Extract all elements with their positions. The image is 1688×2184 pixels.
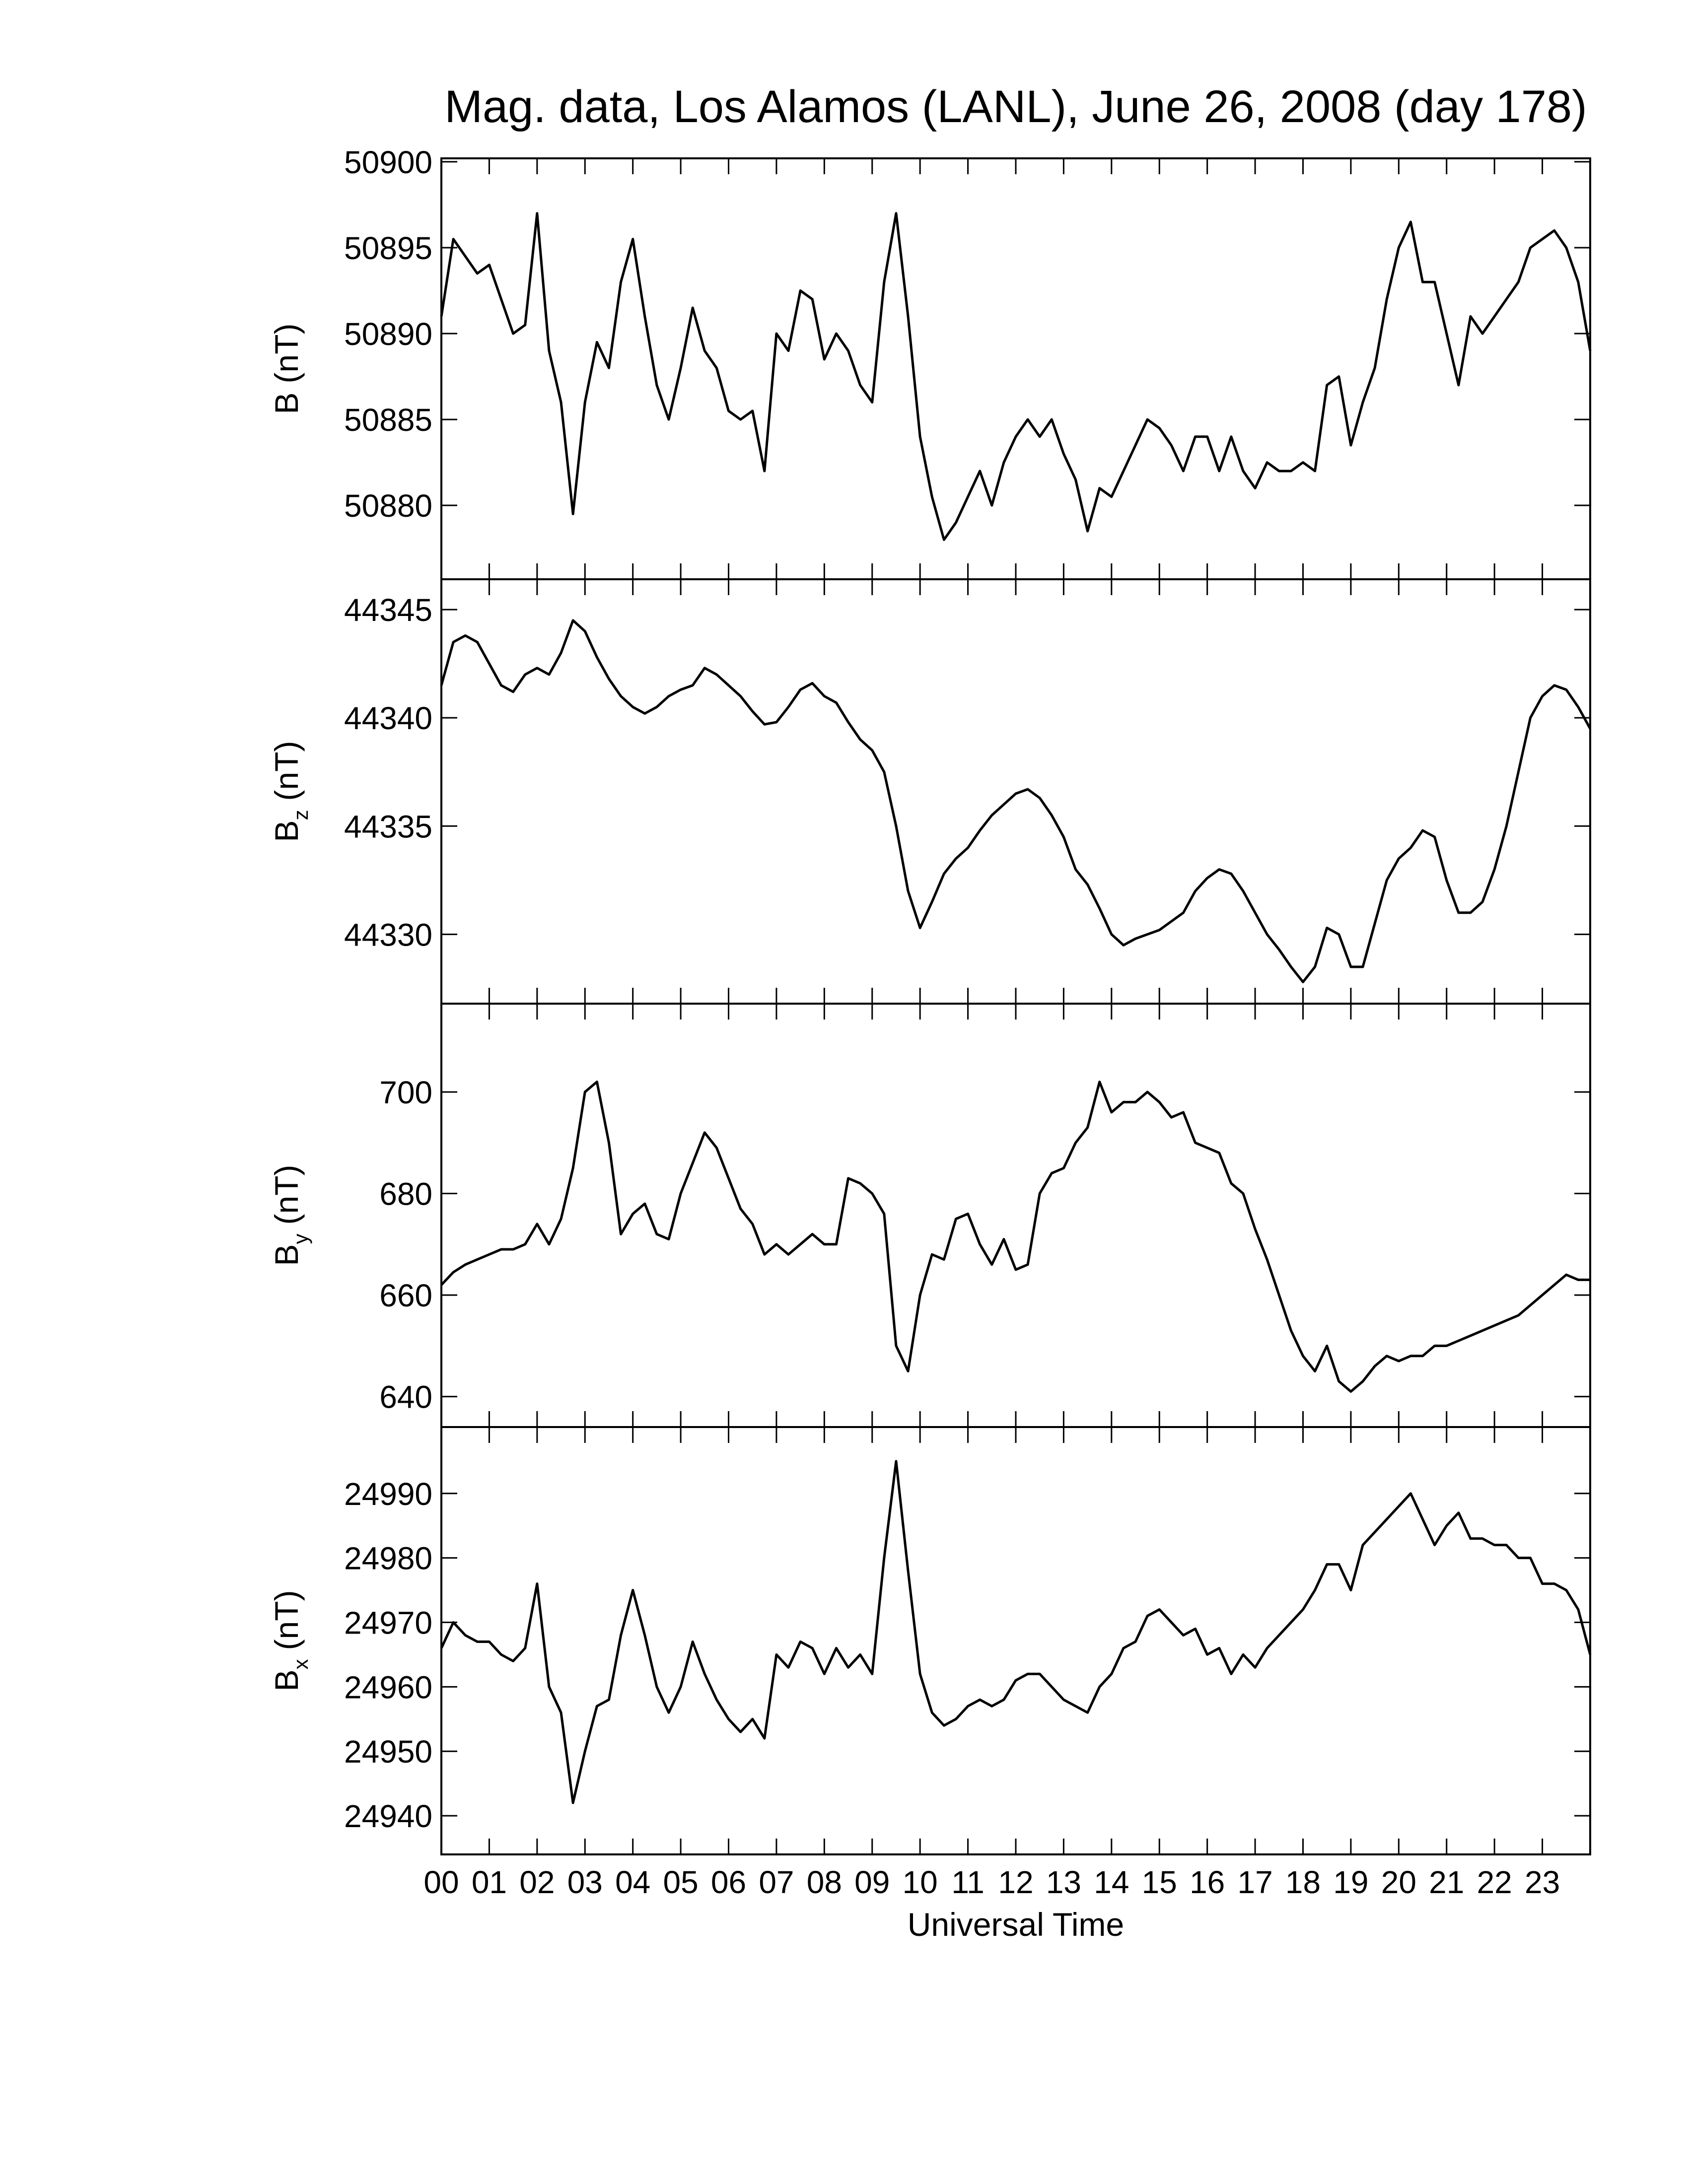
x-tick-label: 03 <box>567 1864 603 1900</box>
x-tick-label: 19 <box>1333 1864 1368 1900</box>
y-axis-unit: (nT) <box>268 1164 305 1225</box>
y-tick-label: 44340 <box>344 700 432 736</box>
x-tick-label: 07 <box>759 1864 794 1900</box>
y-axis-subscript: z <box>289 810 312 820</box>
y-tick-label: 24940 <box>344 1798 432 1834</box>
y-tick-label: 44330 <box>344 917 432 953</box>
x-tick-label: 04 <box>615 1864 650 1900</box>
y-tick-label: 24970 <box>344 1605 432 1640</box>
x-tick-label: 06 <box>711 1864 746 1900</box>
y-axis-subscript: y <box>289 1233 312 1244</box>
y-tick-label: 660 <box>379 1278 432 1313</box>
y-tick-label: 24990 <box>344 1476 432 1512</box>
y-tick-label: 44345 <box>344 592 432 628</box>
x-tick-label: 02 <box>519 1864 555 1900</box>
y-tick-label: 44335 <box>344 809 432 844</box>
y-axis-label: B (nT) <box>268 323 305 414</box>
x-tick-label: 21 <box>1429 1864 1464 1900</box>
y-axis-symbol: B <box>268 1669 305 1691</box>
y-tick-label: 680 <box>379 1176 432 1212</box>
y-tick-label: 24960 <box>344 1669 432 1705</box>
x-tick-label: 00 <box>423 1864 459 1900</box>
data-line <box>440 212 1592 541</box>
x-tick-label: 10 <box>903 1864 938 1900</box>
y-axis-unit: (nT) <box>268 1590 305 1650</box>
x-tick-label: 05 <box>663 1864 698 1900</box>
y-tick-label: 50880 <box>344 488 432 524</box>
y-axis-label: Bx (nT) <box>268 1590 312 1691</box>
data-line <box>440 1081 1590 1393</box>
x-tick-label: 17 <box>1237 1864 1272 1900</box>
x-tick-label: 11 <box>951 1864 984 1900</box>
x-tick-label: 22 <box>1477 1864 1512 1900</box>
y-axis-subscript: x <box>289 1659 312 1669</box>
x-tick-label: 15 <box>1142 1864 1177 1900</box>
y-axis-unit: (nT) <box>268 741 305 801</box>
x-tick-label: 09 <box>854 1864 890 1900</box>
y-tick-label: 700 <box>379 1075 432 1110</box>
y-axis-symbol: B <box>268 1244 305 1266</box>
x-tick-label: 16 <box>1190 1864 1225 1900</box>
y-axis-label: By (nT) <box>268 1164 312 1266</box>
x-axis-label: Universal Time <box>908 1906 1124 1943</box>
x-tick-label: 14 <box>1094 1864 1129 1900</box>
y-tick-label: 50890 <box>344 316 432 352</box>
y-axis-unit: (nT) <box>268 323 305 383</box>
y-axis-label: Bz (nT) <box>268 741 312 842</box>
chart-title: Mag. data, Los Alamos (LANL), June 26, 2… <box>444 81 1587 132</box>
y-tick-label: 50895 <box>344 230 432 266</box>
y-axis-symbol: B <box>268 392 305 414</box>
x-tick-label: 20 <box>1381 1864 1416 1900</box>
data-line <box>440 619 1592 983</box>
y-tick-label: 50900 <box>344 144 432 180</box>
y-axis-symbol: B <box>268 820 305 842</box>
x-tick-label: 18 <box>1285 1864 1321 1900</box>
y-tick-label: 24980 <box>344 1541 432 1576</box>
y-tick-label: 640 <box>379 1379 432 1415</box>
x-tick-label: 23 <box>1525 1864 1560 1900</box>
x-tick-label: 01 <box>472 1864 507 1900</box>
x-tick-label: 08 <box>807 1864 842 1900</box>
x-tick-label: 13 <box>1046 1864 1081 1900</box>
data-line <box>440 1460 1592 1804</box>
x-tick-label: 12 <box>998 1864 1033 1900</box>
y-tick-label: 50885 <box>344 402 432 438</box>
y-tick-label: 24950 <box>344 1734 432 1770</box>
